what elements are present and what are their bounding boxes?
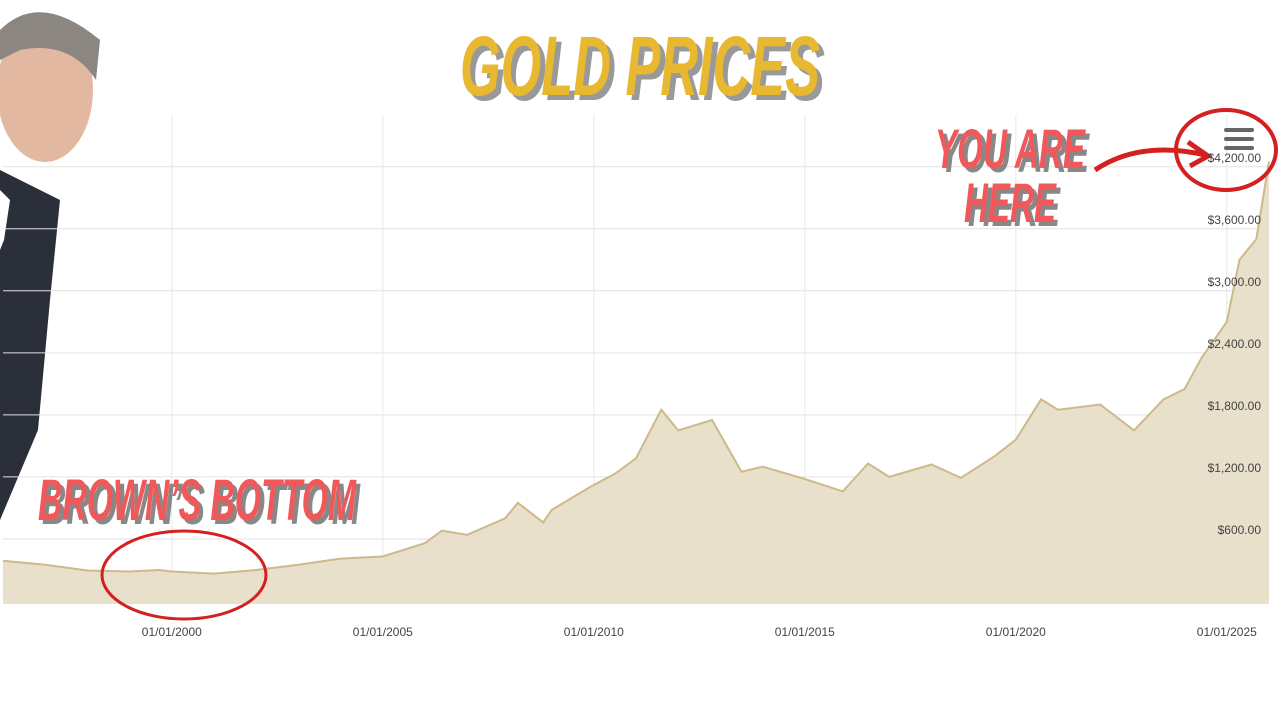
annotation: BROWN’S BOTTOM: [38, 468, 357, 533]
arrow: [1093, 147, 1206, 173]
x-tick-label: 01/01/2025: [1197, 625, 1257, 639]
bottom-circle: [100, 529, 268, 621]
menu-icon[interactable]: [1224, 128, 1254, 150]
y-tick-label: $600.00: [1218, 523, 1262, 537]
annotation-shadow: HERE: [968, 175, 1061, 238]
person-photo: [0, 12, 100, 520]
annotation-shadow: YOU ARE: [939, 121, 1090, 184]
y-tick-label: $4,200.00: [1208, 151, 1262, 165]
area: [3, 161, 1269, 604]
y-tick-label: $2,400.00: [1208, 337, 1262, 351]
plot-area: [2, 115, 1270, 604]
y-tick-label: $3,000.00: [1208, 275, 1262, 289]
arrow-head: [1186, 139, 1213, 169]
annotation: YOU ARE: [935, 117, 1086, 180]
y-tick-label: $1,200.00: [1208, 461, 1262, 475]
x-tick-label: 01/01/2005: [353, 625, 413, 639]
x-tick-label: 01/01/2010: [564, 625, 624, 639]
x-tick-label: 01/01/2020: [986, 625, 1046, 639]
annotation: HERE: [964, 171, 1057, 234]
annotation-shadow: BROWN’S BOTTOM: [42, 472, 361, 537]
y-tick-label: $3,600.00: [1208, 213, 1262, 227]
chart-title: GOLD PRICES: [460, 19, 820, 113]
title-shadow: GOLD PRICES: [465, 24, 825, 118]
y-tick-label: $1,800.00: [1208, 399, 1262, 413]
line: [2, 161, 1270, 575]
x-tick-label: 01/01/2000: [142, 625, 202, 639]
x-tick-label: 01/01/2015: [775, 625, 835, 639]
